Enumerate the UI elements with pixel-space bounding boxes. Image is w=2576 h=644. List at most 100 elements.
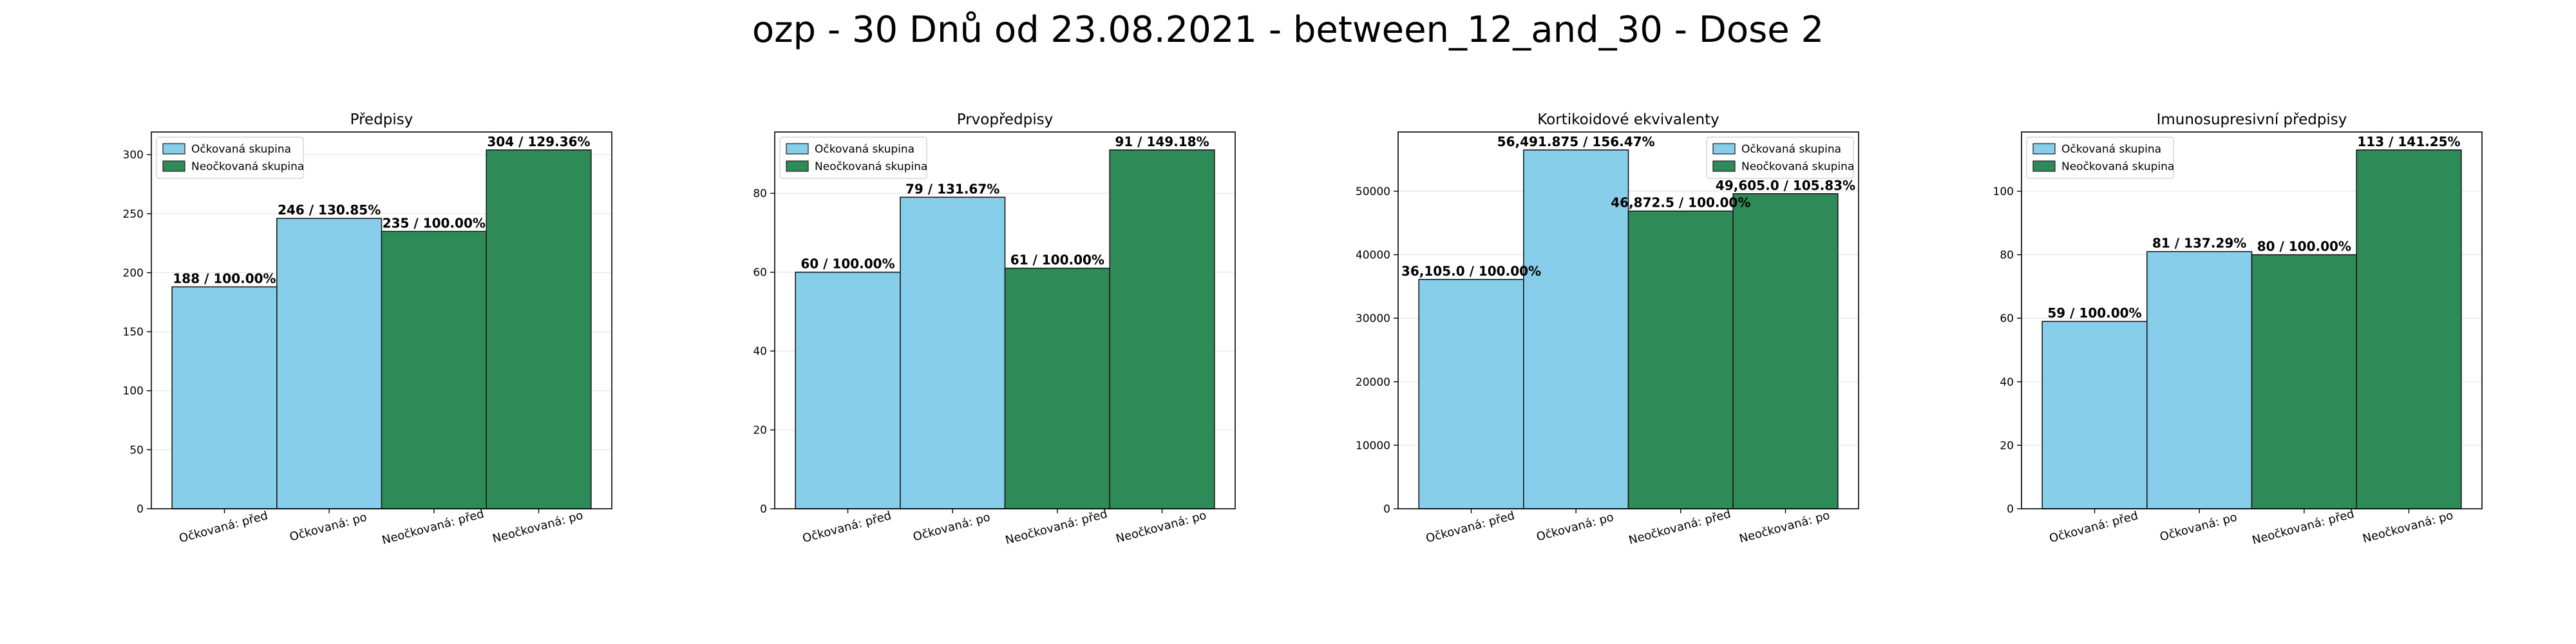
bar-unvaccinated [2356, 149, 2462, 509]
x-tick-label: Neočkovaná: před [1004, 507, 1109, 547]
bar-vaccinated [2146, 251, 2253, 509]
x-tick-label: Očkovaná: po [289, 511, 368, 544]
bar-unvaccinated [1109, 149, 1215, 509]
bar-unvaccinated [486, 149, 592, 509]
legend-swatch [786, 160, 809, 172]
legend-entry: Neočkovaná skupina [191, 160, 304, 173]
data-label: 246 / 130.85% [278, 202, 381, 218]
bar-unvaccinated [1004, 267, 1110, 509]
chart-prvopredpisy-svg: 60 / 100.00% 79 / 131.67% 61 / 100.00% 91 /… [753, 111, 1236, 547]
y-tick-label: 100 [123, 385, 144, 398]
x-tick-label: Očkovaná: po [1535, 511, 1615, 544]
legend-swatch [162, 143, 185, 155]
x-tick-label: Neočkovaná: po [1115, 509, 1208, 546]
bar-vaccinated [900, 196, 1006, 509]
data-label: 81 / 137.29% [2152, 236, 2246, 251]
x-tick-label: Očkovaná: před [178, 509, 269, 545]
data-label: 59 / 100.00% [2047, 305, 2141, 321]
axes-frame [774, 131, 1236, 509]
y-tick-label: 100 [1993, 185, 2014, 198]
x-tick-label: Neočkovaná: před [2251, 507, 2356, 547]
legend-entry: Neočkovaná skupina [2061, 160, 2174, 173]
bar-vaccinated [1523, 149, 1629, 509]
bar-vaccinated [1418, 279, 1524, 509]
data-label: 60 / 100.00% [800, 256, 895, 272]
legend-entry: Neočkovaná skupina [1741, 160, 1854, 173]
data-label: 36,105.0 / 100.00% [1401, 263, 1541, 279]
bar-unvaccinated [1627, 210, 1734, 509]
legend-entry: Očkovaná skupina [815, 143, 914, 156]
bar-unvaccinated [381, 231, 487, 509]
legend-swatch [1712, 143, 1736, 155]
legend-swatch [2032, 143, 2056, 155]
legend-swatch [162, 160, 185, 172]
bar-vaccinated [171, 286, 278, 509]
chart-kortikoidove-ekvivalenty: 36,105.0 / 100.00% 56,491.875 / 156.47% 46… [1356, 97, 1862, 560]
axes-frame [2021, 131, 2483, 509]
chart-imunosupresivni-predpisy: 59 / 100.00% 81 / 137.29% 80 / 100.00% 113 … [1983, 97, 2485, 560]
chart-kortikoidove-svg: 36,105.0 / 100.00% 56,491.875 / 156.47% 46… [1356, 111, 1859, 547]
data-label: 113 / 141.25% [2357, 134, 2460, 149]
y-tick-label: 40000 [1356, 249, 1390, 262]
y-tick-label: 150 [123, 326, 144, 339]
legend-entry: Neočkovaná skupina [815, 160, 927, 173]
legend-box [156, 137, 304, 179]
data-label: 304 / 129.36% [487, 134, 590, 149]
chart-imunosupresivni-svg: 59 / 100.00% 81 / 137.29% 80 / 100.00% 113 … [1993, 111, 2483, 547]
chart-title: Imunosupresivní předpisy [2157, 111, 2347, 128]
y-tick-label: 0 [137, 503, 144, 516]
legend: Očkovaná skupina Neočkovaná skupina [779, 137, 927, 179]
x-tick-label: Neočkovaná: po [491, 509, 585, 546]
legend-entry: Očkovaná skupina [2061, 143, 2161, 156]
bar-vaccinated [795, 271, 901, 509]
y-tick-label: 40 [753, 345, 767, 358]
axes-frame [1397, 131, 1859, 509]
bar-vaccinated [2041, 321, 2148, 509]
y-tick-label: 200 [123, 267, 144, 279]
data-label: 61 / 100.00% [1010, 252, 1104, 268]
x-tick-label: Neočkovaná: po [1738, 509, 1832, 546]
x-tick-label: Neočkovaná: před [381, 507, 486, 547]
x-tick-label: Očkovaná: před [2048, 509, 2139, 545]
legend-swatch [786, 143, 809, 155]
y-tick-label: 60 [753, 267, 767, 279]
x-tick-label: Očkovaná: před [801, 509, 893, 545]
y-tick-label: 80 [2000, 249, 2014, 262]
y-tick-label: 40 [2000, 376, 2014, 389]
y-tick-label: 50 [129, 444, 144, 457]
legend-swatch [1712, 160, 1736, 172]
chart-predpisy-svg: 188 / 100.00% 246 / 130.85%235 / 100.00% 3… [123, 111, 612, 547]
figure-title: ozp - 30 Dnů od 23.08.2021 - between_12_… [752, 9, 1824, 51]
y-tick-label: 50000 [1356, 185, 1390, 198]
legend-entry: Očkovaná skupina [1741, 143, 1841, 156]
axes-frame [151, 131, 612, 509]
bar-unvaccinated [1732, 193, 1839, 509]
data-label: 46,872.5 / 100.00% [1611, 195, 1750, 211]
x-tick-label: Neočkovaná: po [2362, 509, 2455, 546]
legend-box [2026, 137, 2174, 179]
y-tick-label: 20 [753, 424, 767, 437]
data-label: 235 / 100.00% [383, 215, 486, 231]
x-tick-label: Očkovaná: po [2159, 511, 2239, 544]
y-tick-label: 0 [2007, 503, 2014, 516]
y-tick-label: 80 [753, 187, 767, 200]
legend-box [779, 137, 927, 179]
legend: Očkovaná skupina Neočkovaná skupina [2026, 137, 2174, 179]
data-label: 91 / 149.18% [1115, 134, 1209, 149]
data-label: 188 / 100.00% [173, 270, 276, 286]
data-label: 79 / 131.67% [905, 181, 999, 196]
legend: Očkovaná skupina Neočkovaná skupina [1706, 137, 1854, 179]
bar-unvaccinated [2251, 254, 2357, 509]
y-tick-label: 300 [123, 149, 144, 162]
y-tick-label: 30000 [1356, 312, 1390, 325]
bar-vaccinated [276, 218, 383, 509]
y-tick-label: 0 [760, 503, 767, 516]
legend: Očkovaná skupina Neočkovaná skupina [156, 137, 304, 179]
y-tick-label: 10000 [1356, 439, 1390, 452]
y-tick-label: 60 [2000, 312, 2014, 325]
y-tick-label: 0 [1383, 503, 1390, 516]
chart-prvopredpisy: 60 / 100.00% 79 / 131.67% 61 / 100.00% 91 /… [736, 97, 1238, 560]
data-label: 49,605.0 / 105.83% [1716, 178, 1855, 193]
x-tick-label: Neočkovaná: před [1627, 507, 1732, 547]
x-tick-label: Očkovaná: před [1425, 509, 1516, 545]
